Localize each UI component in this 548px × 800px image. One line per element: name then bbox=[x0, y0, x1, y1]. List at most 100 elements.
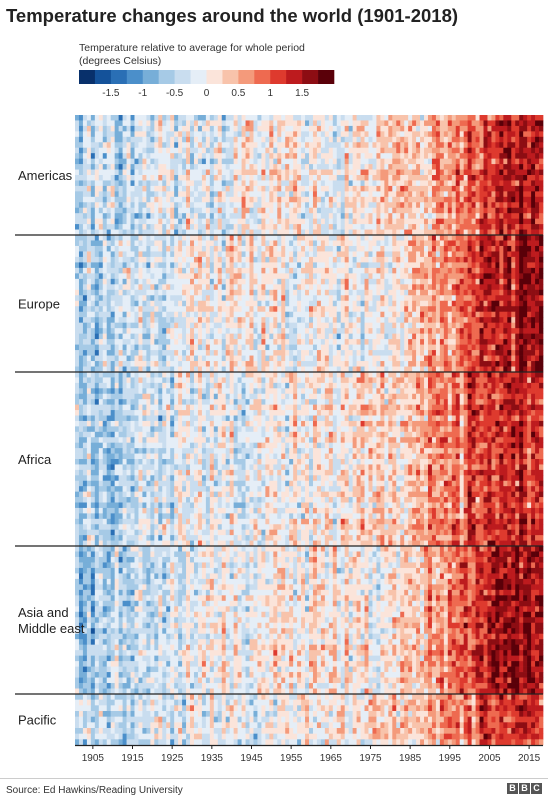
heatmap-cell bbox=[340, 262, 346, 269]
heatmap-cell bbox=[439, 284, 445, 291]
heatmap-cell bbox=[293, 164, 298, 170]
heatmap-cell bbox=[372, 333, 377, 340]
heatmap-cell bbox=[424, 180, 429, 187]
heatmap-cell bbox=[170, 180, 175, 187]
heatmap-cell bbox=[225, 289, 231, 296]
heatmap-cell bbox=[178, 245, 183, 252]
heatmap-cell bbox=[146, 175, 151, 181]
heatmap-cell bbox=[297, 185, 302, 192]
heatmap-cell bbox=[340, 322, 346, 329]
heatmap-cell bbox=[186, 213, 191, 219]
heatmap-cell bbox=[118, 125, 123, 132]
heatmap-cell bbox=[122, 142, 127, 149]
heatmap-cell bbox=[190, 240, 195, 247]
heatmap-cell bbox=[78, 164, 84, 170]
heatmap-cell bbox=[193, 175, 199, 181]
heatmap-cell bbox=[229, 245, 234, 252]
heatmap-cell bbox=[388, 164, 393, 170]
heatmap-cell bbox=[372, 180, 377, 187]
heatmap-cell bbox=[328, 328, 334, 334]
heatmap-cell bbox=[273, 125, 278, 132]
heatmap-cell bbox=[435, 278, 441, 285]
heatmap-cell bbox=[269, 251, 274, 258]
heatmap-cell bbox=[356, 229, 361, 236]
heatmap-cell bbox=[380, 207, 385, 214]
heatmap-cell bbox=[301, 229, 306, 236]
heatmap-cell bbox=[412, 164, 417, 170]
heatmap-cell bbox=[451, 306, 457, 313]
heatmap-cell bbox=[372, 169, 377, 176]
heatmap-cell bbox=[380, 213, 385, 219]
heatmap-cell bbox=[344, 115, 350, 121]
heatmap-cell bbox=[90, 322, 96, 329]
heatmap-cell bbox=[301, 136, 306, 143]
heatmap-cell bbox=[439, 278, 445, 285]
heatmap-cell bbox=[324, 224, 330, 230]
heatmap-cell bbox=[281, 175, 286, 181]
heatmap-cell bbox=[209, 235, 215, 241]
heatmap-cell bbox=[515, 175, 520, 181]
heatmap-cell bbox=[376, 333, 381, 340]
heatmap-cell bbox=[110, 306, 116, 313]
heatmap-cell bbox=[320, 224, 326, 230]
heatmap-cell bbox=[384, 115, 389, 121]
heatmap-cell bbox=[463, 175, 468, 181]
heatmap-cell bbox=[277, 289, 282, 296]
heatmap-cell bbox=[388, 245, 393, 252]
heatmap-cell bbox=[209, 339, 215, 345]
heatmap-cell bbox=[495, 311, 500, 318]
heatmap-cell bbox=[217, 164, 223, 170]
heatmap-cell bbox=[424, 191, 429, 198]
heatmap-cell bbox=[257, 158, 262, 165]
heatmap-cell bbox=[368, 191, 373, 198]
heatmap-cell bbox=[416, 120, 421, 127]
heatmap-cell bbox=[503, 115, 508, 121]
heatmap-cell bbox=[507, 322, 512, 329]
heatmap-cell bbox=[150, 120, 155, 127]
heatmap-cell bbox=[312, 273, 318, 280]
heatmap-cell bbox=[535, 153, 540, 159]
heatmap-cell bbox=[297, 153, 302, 159]
heatmap-cell bbox=[360, 191, 365, 198]
heatmap-cell bbox=[285, 328, 290, 334]
heatmap-cell bbox=[475, 175, 480, 181]
heatmap-cell bbox=[499, 158, 504, 165]
heatmap-cell bbox=[408, 245, 413, 252]
heatmap-cell bbox=[257, 207, 262, 214]
heatmap-cell bbox=[289, 229, 294, 236]
heatmap-cell bbox=[320, 136, 326, 143]
heatmap-cell bbox=[312, 322, 318, 329]
heatmap-cell bbox=[75, 240, 80, 247]
heatmap-region bbox=[75, 115, 544, 236]
heatmap-cell bbox=[253, 289, 258, 296]
heatmap-cell bbox=[400, 115, 405, 121]
heatmap-cell bbox=[225, 229, 231, 236]
heatmap-cell bbox=[197, 218, 203, 225]
heatmap-cell bbox=[412, 295, 417, 302]
heatmap-cell bbox=[158, 333, 163, 340]
heatmap-cell bbox=[340, 136, 346, 143]
heatmap-cell bbox=[114, 213, 119, 219]
heatmap-cell bbox=[118, 142, 123, 149]
heatmap-cell bbox=[146, 267, 151, 274]
heatmap-cell bbox=[459, 153, 465, 159]
heatmap-cell bbox=[237, 213, 242, 219]
heatmap-cell bbox=[384, 273, 389, 280]
heatmap-cell bbox=[475, 120, 480, 127]
heatmap-cell bbox=[328, 169, 334, 176]
heatmap-cell bbox=[277, 322, 282, 329]
heatmap-cell bbox=[447, 213, 453, 219]
heatmap-cell bbox=[491, 131, 496, 138]
heatmap-cell bbox=[134, 333, 139, 340]
heatmap-cell bbox=[348, 185, 353, 192]
heatmap-cell bbox=[531, 284, 536, 291]
heatmap-cell bbox=[328, 158, 334, 165]
heatmap-cell bbox=[380, 185, 385, 192]
heatmap-cell bbox=[305, 213, 310, 219]
heatmap-cell bbox=[86, 115, 92, 121]
heatmap-cell bbox=[94, 317, 100, 324]
heatmap-cell bbox=[154, 278, 159, 285]
heatmap-cell bbox=[487, 125, 492, 132]
heatmap-cell bbox=[201, 164, 207, 170]
heatmap-cell bbox=[94, 262, 100, 269]
